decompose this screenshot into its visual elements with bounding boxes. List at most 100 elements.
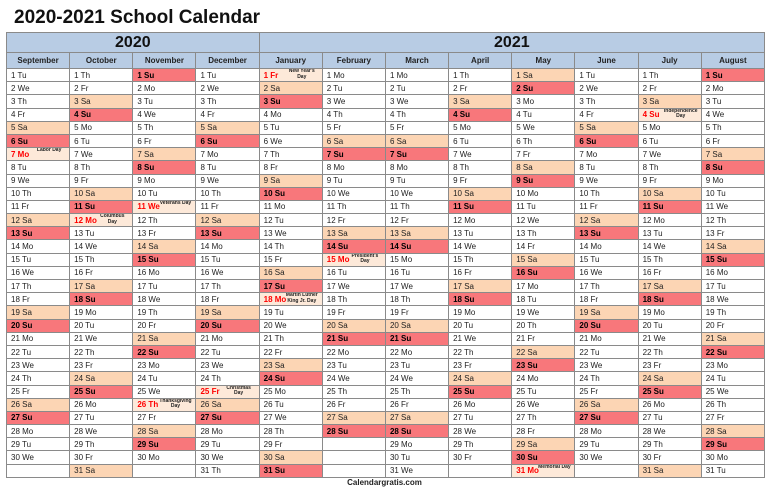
day-label: 24 We bbox=[326, 373, 350, 383]
day-cell: 25 Th bbox=[384, 384, 450, 399]
day-label: 16 Tu bbox=[389, 268, 410, 278]
holiday-cell: 4 Su Independence Day bbox=[637, 107, 702, 122]
day-cell: 14 Mo bbox=[195, 239, 260, 254]
day-cell: 18 Th bbox=[384, 292, 450, 307]
day-cell: 31 Su bbox=[258, 463, 323, 478]
day-label: 30 Mo bbox=[705, 453, 728, 463]
day-label: 25 Fr bbox=[200, 387, 220, 397]
day-label: 27 Th bbox=[516, 413, 537, 423]
day-cell: 20 Fr bbox=[700, 318, 766, 333]
day-label: 2 Mo bbox=[137, 83, 156, 93]
day-cell: 31 Sa bbox=[637, 463, 702, 478]
day-label: 11 Mo bbox=[263, 202, 286, 212]
day-label: 2 We bbox=[579, 83, 598, 93]
day-label: 13 Su bbox=[11, 228, 33, 238]
day-cell: 29 Tu bbox=[195, 437, 260, 452]
day-label: 24 Th bbox=[579, 373, 600, 383]
day-cell: 13 Su bbox=[574, 226, 639, 241]
day-cell: 19 Sa bbox=[5, 305, 71, 320]
day-label: 17 Mo bbox=[516, 281, 539, 291]
day-cell: 14 Mo bbox=[5, 239, 71, 254]
day-label: 19 Th bbox=[705, 307, 727, 317]
day-label: 5 We bbox=[516, 123, 535, 133]
day-label: 5 Tu bbox=[263, 123, 280, 133]
year-2020-header: 2020 bbox=[6, 32, 260, 53]
day-cell: 27 Su bbox=[574, 410, 639, 426]
day-cell: 13 Tu bbox=[637, 226, 702, 241]
day-cell: 2 We bbox=[5, 81, 71, 96]
day-cell: 13 Su bbox=[195, 226, 260, 241]
day-cell: 11 We bbox=[700, 199, 766, 215]
day-cell: 23 We bbox=[574, 358, 639, 373]
day-row: 23 We 23 Fr 23 Mo 23 We 23 Sa 23 Tu 23 Tu 23 Fr… bbox=[5, 358, 766, 373]
day-label: 19 Fr bbox=[389, 307, 409, 317]
day-label: 12 Th bbox=[705, 215, 727, 225]
day-label: 25 Su bbox=[453, 387, 475, 397]
day-cell: 9 We bbox=[574, 173, 639, 188]
day-cell: 2 Sa bbox=[258, 81, 323, 96]
day-cell: 14 We bbox=[69, 239, 134, 254]
month-header-june: June bbox=[574, 52, 639, 69]
day-cell: 24 Th bbox=[574, 371, 639, 386]
day-row: 10 Th 10 Sa 10 Tu 10 Th 10 Su 10 We 10 We 10 Sa… bbox=[5, 186, 766, 201]
day-cell: 10 Tu bbox=[132, 186, 197, 201]
day-cell: 27 Sa bbox=[321, 410, 386, 426]
day-label: 25 Mo bbox=[263, 387, 286, 397]
day-cell: 21 Th bbox=[258, 331, 323, 346]
day-label: 6 Su bbox=[579, 136, 597, 146]
day-cell: 3 Sa bbox=[637, 94, 702, 109]
day-label: 10 Sa bbox=[642, 189, 664, 199]
day-cell: 29 Tu bbox=[574, 437, 639, 452]
day-label: 2 We bbox=[11, 83, 30, 93]
day-cell: 25 Fr bbox=[574, 384, 639, 399]
page-title: 2020-2021 School Calendar bbox=[14, 7, 261, 28]
day-label: 20 Tu bbox=[453, 321, 474, 331]
day-label: 9 We bbox=[11, 176, 30, 186]
empty-cell bbox=[321, 463, 386, 478]
day-cell: 11 Tu bbox=[511, 199, 576, 215]
day-label: 16 Fr bbox=[453, 268, 472, 278]
day-cell: 7 Th bbox=[258, 147, 323, 162]
day-label: 23 Fr bbox=[642, 360, 662, 370]
day-label: 6 Th bbox=[516, 136, 533, 146]
day-cell: 30 Su bbox=[511, 450, 576, 465]
day-cell: 27 Th bbox=[511, 410, 576, 426]
day-cell: 26 Mo bbox=[69, 397, 134, 412]
day-cell: 23 We bbox=[5, 358, 71, 373]
day-label: 26 Mo bbox=[74, 400, 97, 410]
day-cell: 31 Tu bbox=[700, 463, 766, 478]
day-cell: 20 Th bbox=[511, 318, 576, 333]
day-cell: 9 Tu bbox=[384, 173, 450, 188]
day-label: 13 Su bbox=[579, 228, 601, 238]
day-cell: 5 Fr bbox=[384, 120, 450, 135]
day-label: 3 Sa bbox=[642, 96, 660, 106]
day-label: 1 Th bbox=[642, 70, 659, 80]
day-cell: 1 Sa bbox=[511, 67, 576, 83]
day-label: 7 Su bbox=[389, 149, 407, 159]
month-header-november: November bbox=[132, 52, 197, 69]
day-label: 13 Sa bbox=[389, 228, 411, 238]
holiday-label: Columbus Day bbox=[100, 213, 125, 225]
day-cell: 24 Sa bbox=[448, 371, 513, 386]
day-label: 29 Th bbox=[642, 439, 663, 449]
day-label: 23 We bbox=[579, 360, 603, 370]
day-label: 25 We bbox=[705, 387, 729, 397]
day-cell: 10 Tu bbox=[700, 186, 766, 201]
day-label: 27 Fr bbox=[137, 413, 156, 423]
day-label: 23 Fr bbox=[453, 360, 472, 370]
day-label: 13 Su bbox=[200, 228, 222, 238]
month-header-january: January bbox=[258, 52, 323, 69]
day-label: 1 Tu bbox=[579, 70, 595, 80]
day-label: 15 Su bbox=[137, 255, 159, 265]
day-cell: 1 Mo bbox=[384, 67, 450, 83]
day-cell: 15 Tu bbox=[574, 252, 639, 267]
day-cell: 23 Tu bbox=[384, 358, 450, 373]
day-cell: 22 Fr bbox=[258, 344, 323, 360]
day-cell: 28 Su bbox=[384, 424, 450, 439]
day-label: 19 Sa bbox=[11, 307, 32, 317]
day-cell: 21 Fr bbox=[511, 331, 576, 346]
day-cell: 27 Fr bbox=[132, 410, 197, 426]
day-cell: 16 Fr bbox=[448, 265, 513, 281]
day-cell: 12 We bbox=[511, 213, 576, 228]
day-cell: 23 We bbox=[195, 358, 260, 373]
